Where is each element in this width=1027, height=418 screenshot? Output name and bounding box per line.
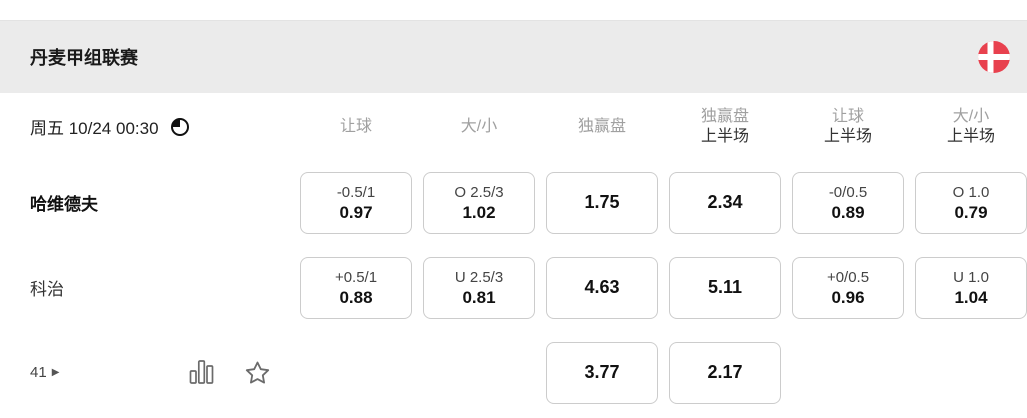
odds-away-handicap-first-half[interactable]: +0/0.5 0.96: [792, 256, 904, 319]
column-header-handicap: 让球: [339, 117, 372, 135]
odds-home-over[interactable]: O 2.5/3 1.02: [423, 171, 535, 234]
markets-count-value: 41: [30, 364, 47, 381]
odds-draw-moneyline[interactable]: 3.77: [546, 341, 658, 404]
odds-away-under-first-half[interactable]: U 1.0 1.04: [915, 256, 1027, 319]
odds-home-moneyline[interactable]: 1.75: [546, 171, 658, 234]
kickoff-cell: 周五 10/24 00:30: [0, 114, 289, 139]
favorite-star-icon[interactable]: [244, 360, 271, 386]
odds-away-moneyline-first-half[interactable]: 5.11: [669, 256, 781, 319]
chevron-right-icon: ▶: [51, 367, 60, 378]
column-header-row: 周五 10/24 00:30 让球 大/小 独赢盘 独赢盘 上半场: [0, 93, 1027, 160]
stats-bar-chart-icon[interactable]: [189, 359, 214, 386]
home-team-name: 哈维德夫: [30, 195, 98, 214]
odds-home-moneyline-first-half[interactable]: 2.34: [669, 171, 781, 234]
column-header-over-under-first-half: 大/小 上半场: [946, 107, 995, 145]
draw-row: 41 ▶ 3.77: [0, 330, 1027, 415]
away-team-row: 科治 +0.5/1 0.88 U 2.5/3 0.81 4.63 5.11 +0…: [0, 245, 1027, 330]
odds-home-handicap-first-half[interactable]: -0/0.5 0.89: [792, 171, 904, 234]
pie-clock-icon: [170, 117, 190, 137]
match-footer: 41 ▶: [0, 330, 289, 415]
home-team-row: 哈维德夫 -0.5/1 0.97 O 2.5/3 1.02 1.75 2.34 …: [0, 160, 1027, 245]
column-header-handicap-first-half: 让球 上半场: [823, 107, 872, 145]
odds-home-over-first-half[interactable]: O 1.0 0.79: [915, 171, 1027, 234]
odds-home-handicap[interactable]: -0.5/1 0.97: [300, 171, 412, 234]
kickoff-time: 周五 10/24 00:30: [30, 119, 159, 138]
odds-draw-moneyline-first-half[interactable]: 2.17: [669, 341, 781, 404]
denmark-flag-icon: [978, 41, 1010, 73]
odds-away-handicap[interactable]: +0.5/1 0.88: [300, 256, 412, 319]
match-table: 周五 10/24 00:30 让球 大/小 独赢盘 独赢盘 上半场: [0, 93, 1027, 415]
away-team-name: 科治: [30, 280, 64, 299]
column-header-moneyline: 独赢盘: [577, 117, 626, 135]
league-header: 丹麦甲组联赛: [0, 20, 1027, 93]
odds-away-moneyline[interactable]: 4.63: [546, 256, 658, 319]
column-header-moneyline-first-half: 独赢盘 上半场: [700, 107, 749, 145]
markets-count-button[interactable]: 41 ▶: [30, 364, 59, 381]
league-title: 丹麦甲组联赛: [30, 48, 138, 68]
odds-away-under[interactable]: U 2.5/3 0.81: [423, 256, 535, 319]
column-header-over-under: 大/小: [460, 117, 498, 135]
